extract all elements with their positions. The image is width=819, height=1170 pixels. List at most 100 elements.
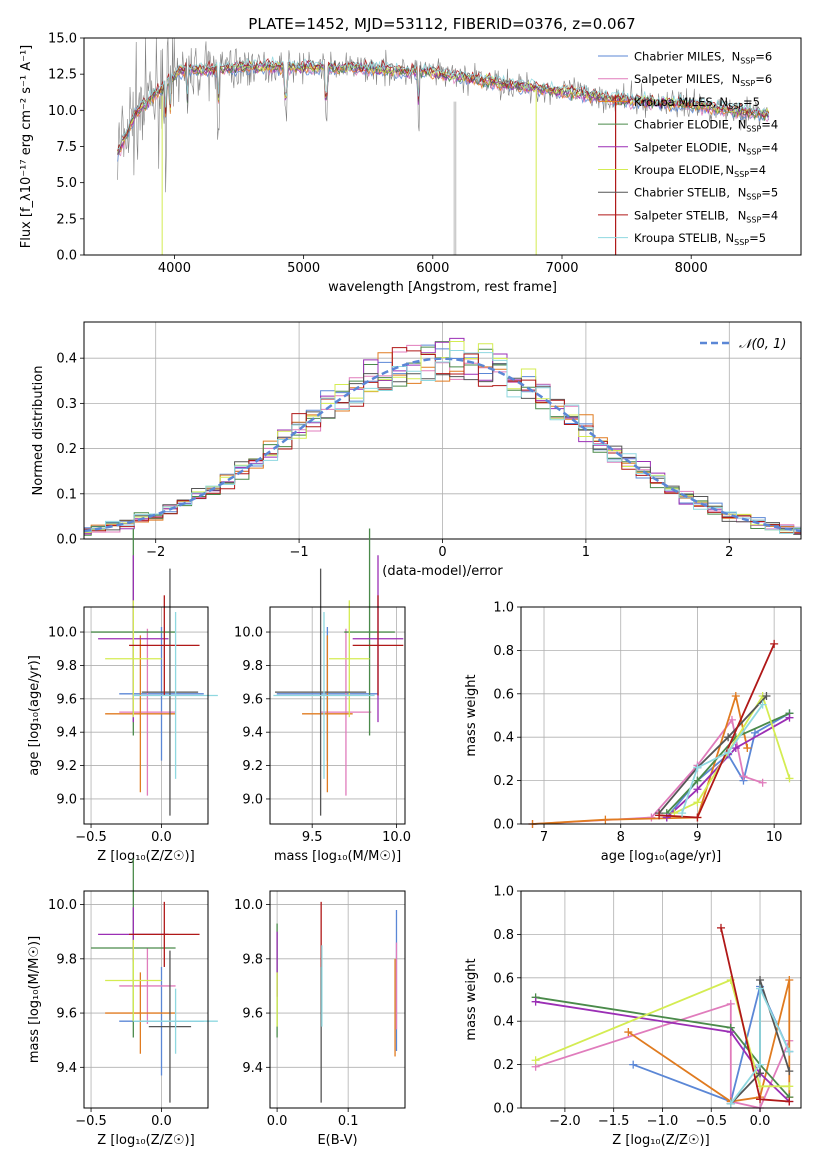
y-tick-label: 9.4	[242, 1061, 263, 1076]
weight-marker	[717, 923, 725, 932]
weight-marker	[601, 815, 610, 824]
x-tick-label: 2	[725, 545, 733, 560]
x-tick-label: 0.0	[151, 830, 172, 845]
y-tick-label: 9.8	[242, 952, 263, 967]
weight-marker	[629, 1060, 638, 1069]
y-axis-label: Normed distribution	[31, 366, 46, 496]
weight-line	[681, 704, 764, 814]
legend-nssp: NSSP=5	[738, 186, 779, 202]
mass-vs-Z-panel: −0.5 0.0 9.4 9.6 9.8 10.0 Z [log₁₀(Z/Z☉)] mass …	[27, 858, 218, 1148]
weight-marker	[726, 1028, 735, 1037]
age-vs-Z-plot-area	[91, 528, 218, 816]
y-tick-label: 0.0	[56, 533, 77, 548]
axes-frame	[520, 606, 802, 825]
y-tick-label: 9.8	[56, 952, 77, 967]
errorbar-salpeter-stelib	[352, 595, 404, 696]
x-tick-label: −1.5	[598, 1114, 630, 1129]
x-tick-label: 0	[438, 545, 446, 560]
x-tick-label: 6000	[416, 261, 449, 276]
errorbar-chabrier-stelib	[141, 568, 199, 816]
mass-vs-ebv-panel: 0.0 0.1 9.4 9.6 9.8 10.0 E(B-V)	[234, 890, 406, 1148]
weight-marker	[756, 975, 765, 984]
x-tick-label: 5000	[287, 261, 320, 276]
errorbar-salpeter-miles	[119, 628, 176, 796]
residual-histogram-salpeter-stelib	[84, 347, 801, 534]
errorbar-kroupa-elodie	[329, 600, 370, 718]
y-tick-label: 9.6	[56, 692, 77, 707]
figure-title: PLATE=1452, MJD=53112, FIBERID=0376, z=0…	[248, 15, 635, 33]
x-axis-label: wavelength [Angstrom, rest frame]	[328, 280, 557, 295]
y-tick-label: 0.4	[56, 352, 77, 367]
x-axis-label: E(B-V)	[317, 1133, 357, 1148]
legend-nssp: NSSP=4	[738, 208, 779, 224]
errorbar-salpeter-miles	[320, 628, 372, 796]
x-axis-label: age [log₁₀(age/yr)]	[601, 849, 722, 864]
weight-marker	[785, 713, 794, 722]
weight-marker	[693, 798, 702, 807]
weight-marker	[770, 639, 779, 648]
age-vs-Z-panel: −0.5 0.0 9.0 9.2 9.4 9.6 9.8 10.0 Z [log₁₀(Z/Z☉)…	[27, 528, 218, 864]
errorbar-salpeter-stelib	[129, 595, 200, 696]
legend-nssp-value: 4	[771, 140, 778, 154]
x-tick-label: −0.5	[695, 1114, 727, 1129]
y-tick-label: 9.2	[242, 759, 263, 774]
y-tick-label: 10.0	[48, 898, 77, 913]
weight-marker	[624, 1028, 633, 1037]
model-spectrum-salpeter-elodie	[117, 60, 770, 155]
weight-vs-Z-panel: −2.0 −1.5 −1.0 −0.5 0.0 0.0 0.2 0.4 0.6 0.8 1.0 Z […	[464, 885, 802, 1148]
weight-marker	[731, 744, 740, 753]
legend-nssp: NSSP=4	[726, 163, 767, 179]
y-tick-label: 10.0	[234, 626, 263, 641]
errorbar-kroupa-miles	[105, 635, 176, 793]
x-axis-label: mass [log₁₀(M/M☉)]	[274, 849, 401, 864]
y-tick-label: 12.5	[48, 68, 77, 83]
age-vs-mass-panel: 9.5 10.0 9.0 9.2 9.4 9.6 9.8 10.0 mass [log₁₀(M/…	[234, 528, 411, 864]
weight-series-salpeter-elodie	[662, 713, 794, 822]
residuals-plot-area	[83, 337, 802, 536]
residuals-panel: −2 −1 0 1 2 0.0 0.1 0.2 0.3 0.4 (data-model)/error…	[31, 321, 802, 579]
legend-normal: 𝒩(0, 1)	[739, 337, 786, 352]
legend-nssp-value: 5	[759, 231, 766, 245]
errorbar-kroupa-stelib	[133, 612, 218, 779]
y-tick-label: 10.0	[48, 626, 77, 641]
weight-line	[535, 996, 790, 1098]
weight-marker	[724, 733, 733, 742]
y-tick-label: 0.2	[56, 442, 77, 457]
weight-marker	[731, 691, 740, 700]
y-tick-label: 9.8	[56, 659, 77, 674]
legend-nssp: NSSP=5	[719, 95, 760, 111]
legend-nssp-value: 4	[771, 118, 778, 132]
y-tick-label: 9.6	[242, 1007, 263, 1022]
legend-nssp-value: 6	[765, 72, 772, 86]
weight-marker	[531, 1056, 540, 1065]
x-axis-label: Z [log₁₀(Z/Z☉)]	[97, 849, 194, 864]
y-tick-label: 0.1	[56, 487, 77, 502]
legend-label: Chabrier ELODIE,	[634, 118, 733, 132]
weight-marker	[655, 811, 664, 820]
weight-series-salpeter-stelib	[717, 923, 794, 1106]
y-tick-label: 0.0	[493, 1102, 514, 1117]
legend-label: Chabrier STELIB,	[634, 186, 730, 200]
legend-label: Kroupa MILES,	[634, 95, 716, 109]
x-tick-label: 9	[693, 830, 701, 845]
weight-marker	[785, 774, 794, 783]
age-vs-mass-plot-area	[273, 528, 404, 816]
x-tick-label: −0.5	[75, 1114, 107, 1129]
y-tick-label: 0.6	[493, 971, 514, 986]
y-tick-label: 0.0	[493, 818, 514, 833]
y-tick-label: 9.6	[56, 1007, 77, 1022]
x-tick-label: 8000	[675, 261, 708, 276]
x-tick-label: 9.5	[302, 830, 323, 845]
y-tick-label: 7.5	[56, 140, 77, 155]
axes-frame	[269, 890, 406, 1109]
legend-label: Salpeter ELODIE,	[634, 140, 731, 154]
y-tick-label: 2.5	[56, 212, 77, 227]
legend-label: Salpeter MILES,	[634, 72, 724, 86]
y-tick-label: 15.0	[48, 32, 77, 47]
x-tick-label: −1.0	[647, 1114, 679, 1129]
legend-label: Kroupa STELIB,	[634, 231, 721, 245]
weight-series-salpeter-stelib	[655, 639, 779, 822]
y-tick-label: 9.0	[56, 792, 77, 807]
y-tick-label: 1.0	[493, 885, 514, 900]
